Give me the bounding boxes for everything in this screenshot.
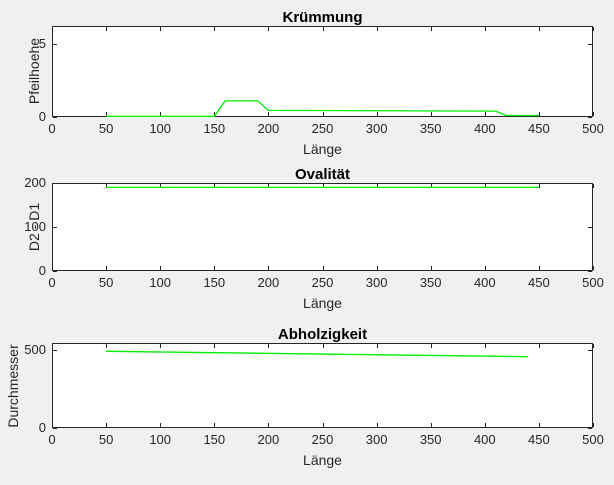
- x-tick-label: 450: [528, 121, 550, 136]
- x-tick-label: 300: [365, 432, 388, 447]
- axes-area-0: [52, 26, 594, 118]
- x-tick-label: 350: [419, 275, 442, 290]
- x-axis-label-laenge-3: Länge: [303, 452, 342, 468]
- x-tick-label: 100: [149, 275, 172, 290]
- y-tick-label: 5: [38, 35, 46, 51]
- y-tick-label: 0: [38, 420, 46, 435]
- x-tick-label: 400: [473, 275, 496, 290]
- chart-title-kruemmung: Krümmung: [282, 9, 363, 26]
- y-axis-label-durchmesser: Durchmesser: [5, 344, 21, 428]
- x-tick-label: 500: [582, 275, 604, 290]
- x-axis-label-laenge-1: Länge: [303, 141, 342, 157]
- x-tick-label: 200: [257, 432, 280, 447]
- axes-area-1: [52, 183, 594, 272]
- x-tick-label: 250: [311, 275, 334, 290]
- x-tick-label: 0: [48, 432, 56, 447]
- x-tick-label: 400: [473, 432, 496, 447]
- x-tick-label: 150: [203, 275, 226, 290]
- x-tick-label: 400: [473, 121, 496, 136]
- x-tick-label: 50: [98, 121, 114, 136]
- x-tick-label: 150: [203, 432, 226, 447]
- x-tick-label: 350: [419, 432, 442, 447]
- x-tick-label: 0: [48, 275, 56, 290]
- data-line: [106, 350, 529, 358]
- x-tick-label: 450: [528, 275, 550, 290]
- x-tick-label: 100: [149, 432, 172, 447]
- x-tick-label: 500: [582, 121, 604, 136]
- data-line: [106, 100, 539, 117]
- x-tick-label: 200: [257, 121, 280, 136]
- x-tick-label: 500: [582, 432, 604, 447]
- y-tick-label: 0: [38, 263, 46, 278]
- x-tick-label: 300: [365, 275, 388, 290]
- chart-title-ovalitaet: Ovalität: [294, 166, 351, 183]
- x-tick-label: 0: [48, 121, 56, 136]
- x-tick-label: 200: [257, 275, 280, 290]
- x-tick-label: 450: [528, 432, 550, 447]
- chart-title-abholzigkeit: Abholzigkeit: [277, 326, 368, 343]
- y-tick-label: 200: [24, 175, 46, 190]
- axes-area-2: [52, 343, 594, 429]
- x-tick-label: 50: [98, 432, 114, 447]
- x-tick-label: 350: [419, 121, 442, 136]
- x-tick-label: 150: [203, 121, 226, 136]
- y-tick-label: 0: [38, 109, 46, 124]
- x-tick-label: 250: [311, 121, 334, 136]
- x-tick-label: 100: [149, 121, 172, 136]
- y-tick-label: 100: [24, 219, 46, 234]
- x-tick-label: 300: [365, 121, 388, 136]
- x-tick-label: 250: [311, 432, 334, 447]
- x-axis-label-laenge-2: Länge: [303, 295, 342, 311]
- y-tick-label: 500: [24, 342, 46, 358]
- x-tick-label: 50: [98, 275, 114, 290]
